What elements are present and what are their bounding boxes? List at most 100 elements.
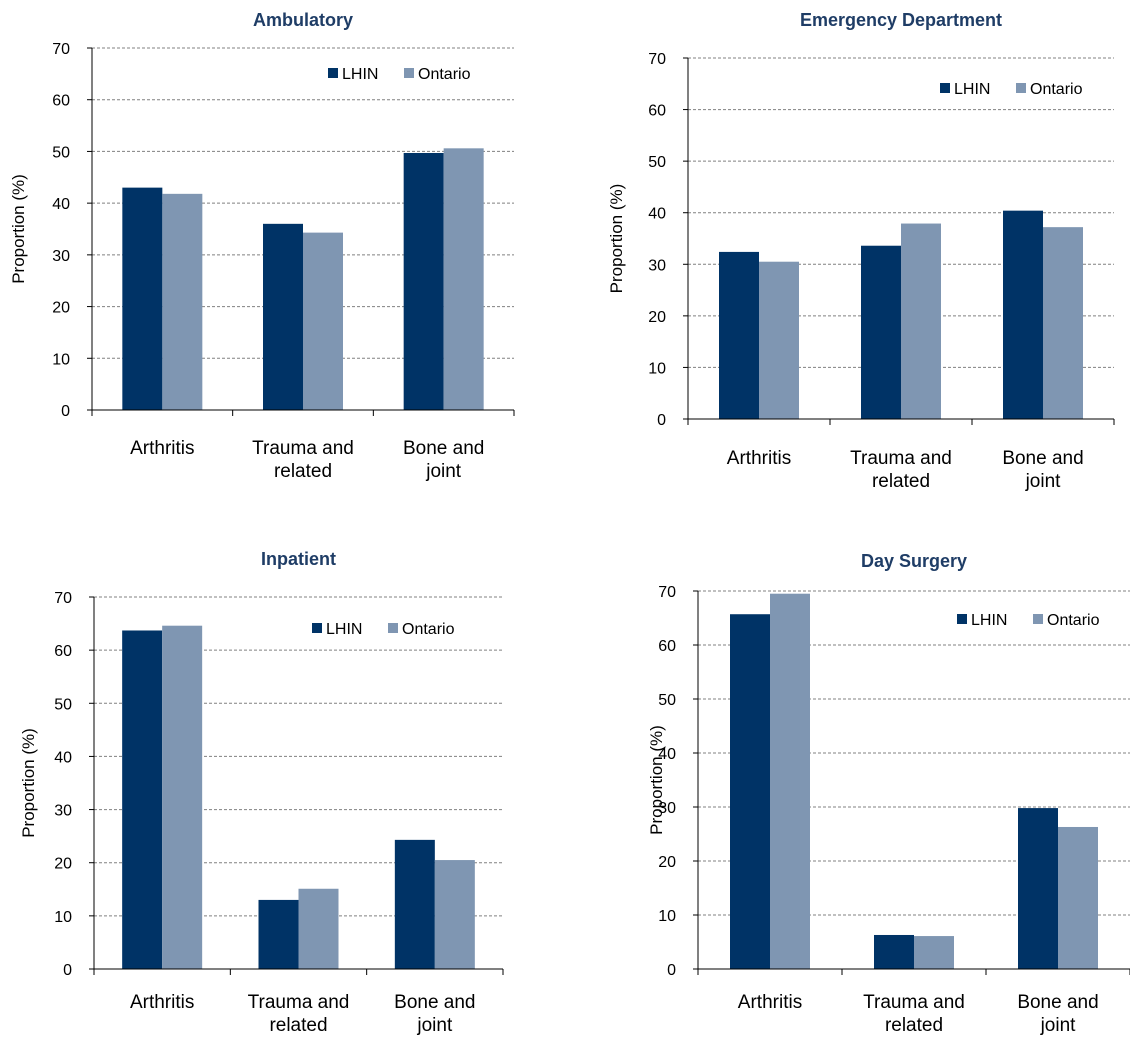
legend-swatch-ontario [1033, 614, 1043, 624]
category-label-line: Trauma and [248, 992, 350, 1013]
y-tick-label: 20 [54, 856, 72, 873]
y-tick-label: 0 [657, 412, 666, 429]
bar-ontario [162, 625, 203, 969]
legend-swatch-ontario [1016, 83, 1026, 93]
chart-title: Day Surgery [861, 551, 967, 571]
category-label: Bone and joint [394, 992, 475, 1036]
bar-lhin [122, 630, 163, 969]
bar-lhin [730, 614, 770, 969]
y-tick-label: 20 [648, 309, 666, 326]
category-label: Bone and joint [403, 438, 484, 482]
legend-label: Ontario [402, 621, 455, 638]
y-tick-label: 0 [63, 962, 72, 979]
category-label-line: joint [416, 1015, 453, 1036]
y-tick-label: 40 [54, 749, 72, 766]
category-label-line: Arthritis [738, 992, 802, 1013]
y-tick-label: 70 [52, 41, 70, 58]
y-tick-label: 10 [658, 908, 676, 925]
bar-ontario [443, 148, 484, 410]
category-label-line: Trauma and [863, 992, 965, 1013]
bar-lhin [1018, 808, 1058, 969]
bar-lhin [1003, 210, 1043, 419]
bar-lhin [263, 223, 303, 410]
legend-label: LHIN [326, 621, 362, 638]
legend-label: Ontario [1047, 612, 1100, 629]
y-tick-label: 10 [648, 360, 666, 377]
category-label-line: joint [425, 461, 462, 482]
category-label-line: related [269, 1015, 327, 1036]
category-label: Trauma and related [850, 448, 952, 492]
category-label-line: related [885, 1015, 943, 1036]
y-axis-label: Proportion (%) [607, 184, 626, 294]
category-label: Arthritis [738, 992, 802, 1013]
y-tick-label: 70 [658, 584, 676, 601]
legend-swatch-lhin [957, 614, 967, 624]
chart-title: Ambulatory [253, 10, 353, 30]
y-tick-label: 30 [54, 803, 72, 820]
bar-ontario [770, 593, 810, 969]
bar-ontario [759, 261, 799, 419]
bar-ontario [303, 232, 343, 410]
chart-title: Inpatient [261, 549, 336, 569]
y-tick-label: 10 [52, 351, 70, 368]
category-label-line: Trauma and [850, 448, 952, 469]
y-tick-label: 50 [648, 154, 666, 171]
bar-lhin [258, 899, 299, 969]
y-tick-label: 60 [658, 638, 676, 655]
category-label-line: Bone and [1002, 448, 1083, 469]
bar-lhin [394, 839, 435, 969]
bar-lhin [861, 245, 901, 419]
y-tick-label: 40 [658, 746, 676, 763]
legend-label: LHIN [342, 66, 378, 83]
legend-swatch-lhin [312, 623, 322, 633]
legend-label: LHIN [954, 81, 990, 98]
bar-ontario [1058, 826, 1098, 969]
bar-ontario [1043, 227, 1083, 419]
category-label-line: related [274, 461, 332, 482]
category-label: Bone and joint [1002, 448, 1083, 492]
legend-swatch-ontario [388, 623, 398, 633]
bar-lhin [403, 152, 444, 411]
bar-ontario [914, 936, 954, 969]
legend-swatch-lhin [328, 68, 338, 78]
y-tick-label: 50 [658, 692, 676, 709]
y-tick-label: 0 [61, 403, 70, 420]
category-label-line: Bone and [403, 438, 484, 459]
y-tick-label: 70 [648, 51, 666, 68]
y-tick-label: 30 [648, 257, 666, 274]
y-tick-label: 40 [648, 206, 666, 223]
legend-label: Ontario [1030, 81, 1083, 98]
category-label-line: Arthritis [727, 448, 791, 469]
chart-title: Emergency Department [800, 10, 1002, 30]
bar-ontario [901, 223, 941, 419]
chart-panel-3: Day Surgery Arthritis Trauma and related Bon… [647, 551, 1130, 1036]
category-label-line: Bone and [1017, 992, 1098, 1013]
category-label: Trauma and related [863, 992, 965, 1036]
bar-lhin [719, 251, 759, 419]
chart-panel-1: Emergency Department Arthritis Trauma and r… [607, 10, 1115, 492]
category-label-line: Trauma and [252, 438, 354, 459]
y-tick-label: 70 [54, 590, 72, 607]
y-tick-label: 10 [54, 909, 72, 926]
y-tick-label: 20 [658, 854, 676, 871]
y-tick-label: 50 [54, 696, 72, 713]
category-label: Trauma and related [248, 992, 350, 1036]
y-tick-label: 60 [54, 643, 72, 660]
category-label: Bone and joint [1017, 992, 1098, 1036]
y-tick-label: 30 [658, 800, 676, 817]
legend-swatch-ontario [404, 68, 414, 78]
legend-swatch-lhin [940, 83, 950, 93]
y-tick-label: 60 [52, 93, 70, 110]
y-axis-label: Proportion (%) [647, 725, 666, 835]
bar-ontario [434, 860, 475, 969]
category-label: Arthritis [727, 448, 791, 469]
y-tick-label: 40 [52, 196, 70, 213]
category-label-line: joint [1025, 471, 1062, 492]
category-label: Arthritis [130, 992, 194, 1013]
category-label: Trauma and related [252, 438, 354, 482]
y-tick-label: 20 [52, 300, 70, 317]
chart-panel-0: Ambulatory Arthritis Trauma and related Bone… [9, 10, 515, 482]
bar-ontario [298, 888, 339, 969]
category-label-line: joint [1040, 1015, 1077, 1036]
